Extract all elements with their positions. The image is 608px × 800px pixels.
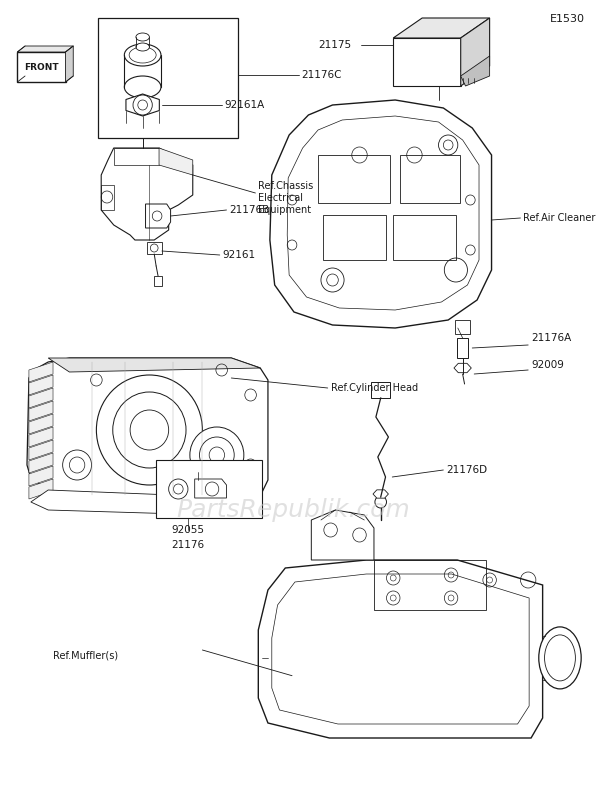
Polygon shape xyxy=(159,148,193,175)
Polygon shape xyxy=(457,338,468,358)
Bar xyxy=(98,18,238,138)
Ellipse shape xyxy=(539,627,581,689)
Polygon shape xyxy=(311,510,374,560)
Bar xyxy=(393,215,456,260)
Text: PartsRepublik.com: PartsRepublik.com xyxy=(176,498,410,522)
Polygon shape xyxy=(29,362,53,382)
Polygon shape xyxy=(29,401,53,421)
Polygon shape xyxy=(18,52,66,82)
Text: 21176B: 21176B xyxy=(229,205,269,215)
Text: Equipment: Equipment xyxy=(258,205,311,215)
Polygon shape xyxy=(126,94,159,116)
Text: 21176: 21176 xyxy=(171,540,204,550)
Polygon shape xyxy=(393,18,489,38)
Bar xyxy=(318,155,390,203)
Ellipse shape xyxy=(124,76,161,98)
Text: Electrical: Electrical xyxy=(258,193,303,203)
Text: Ref.Chassis: Ref.Chassis xyxy=(258,181,314,191)
Polygon shape xyxy=(29,375,53,395)
Text: 92161: 92161 xyxy=(223,250,256,260)
Text: E1530: E1530 xyxy=(550,14,586,24)
Text: FRONT: FRONT xyxy=(24,62,59,71)
Polygon shape xyxy=(145,204,171,228)
Text: Ref.Air Cleaner: Ref.Air Cleaner xyxy=(523,213,596,223)
Polygon shape xyxy=(455,320,471,334)
Bar xyxy=(156,460,262,518)
Text: 21175: 21175 xyxy=(318,40,351,50)
Text: 21176D: 21176D xyxy=(446,465,488,475)
Polygon shape xyxy=(371,382,390,398)
Text: 92055: 92055 xyxy=(171,525,204,535)
Polygon shape xyxy=(461,18,489,86)
Polygon shape xyxy=(258,560,542,738)
Polygon shape xyxy=(29,414,53,434)
Polygon shape xyxy=(29,466,53,486)
Text: 92009: 92009 xyxy=(531,360,564,370)
Polygon shape xyxy=(154,276,162,286)
Polygon shape xyxy=(27,358,268,498)
Polygon shape xyxy=(454,363,471,373)
Ellipse shape xyxy=(136,33,150,41)
Polygon shape xyxy=(29,453,53,473)
Circle shape xyxy=(97,375,202,485)
Polygon shape xyxy=(31,490,262,516)
Polygon shape xyxy=(48,358,260,372)
Polygon shape xyxy=(373,490,389,498)
Text: 21176A: 21176A xyxy=(531,333,572,343)
Circle shape xyxy=(190,427,244,483)
Polygon shape xyxy=(18,46,73,52)
Polygon shape xyxy=(29,440,53,460)
Bar xyxy=(323,215,385,260)
Text: Ref.Muffler(s): Ref.Muffler(s) xyxy=(53,650,118,660)
Polygon shape xyxy=(461,56,489,86)
Text: 92161A: 92161A xyxy=(224,100,265,110)
Polygon shape xyxy=(101,148,193,240)
Polygon shape xyxy=(29,479,53,499)
Polygon shape xyxy=(270,100,491,328)
Ellipse shape xyxy=(124,44,161,66)
Polygon shape xyxy=(29,427,53,447)
Polygon shape xyxy=(147,242,162,254)
Text: Ref.Cylinder Head: Ref.Cylinder Head xyxy=(331,383,418,393)
Polygon shape xyxy=(393,38,461,86)
Text: 21176C: 21176C xyxy=(302,70,342,80)
Ellipse shape xyxy=(136,43,150,51)
Polygon shape xyxy=(66,46,73,82)
Polygon shape xyxy=(195,479,227,498)
Polygon shape xyxy=(29,388,53,408)
Bar xyxy=(400,155,460,203)
